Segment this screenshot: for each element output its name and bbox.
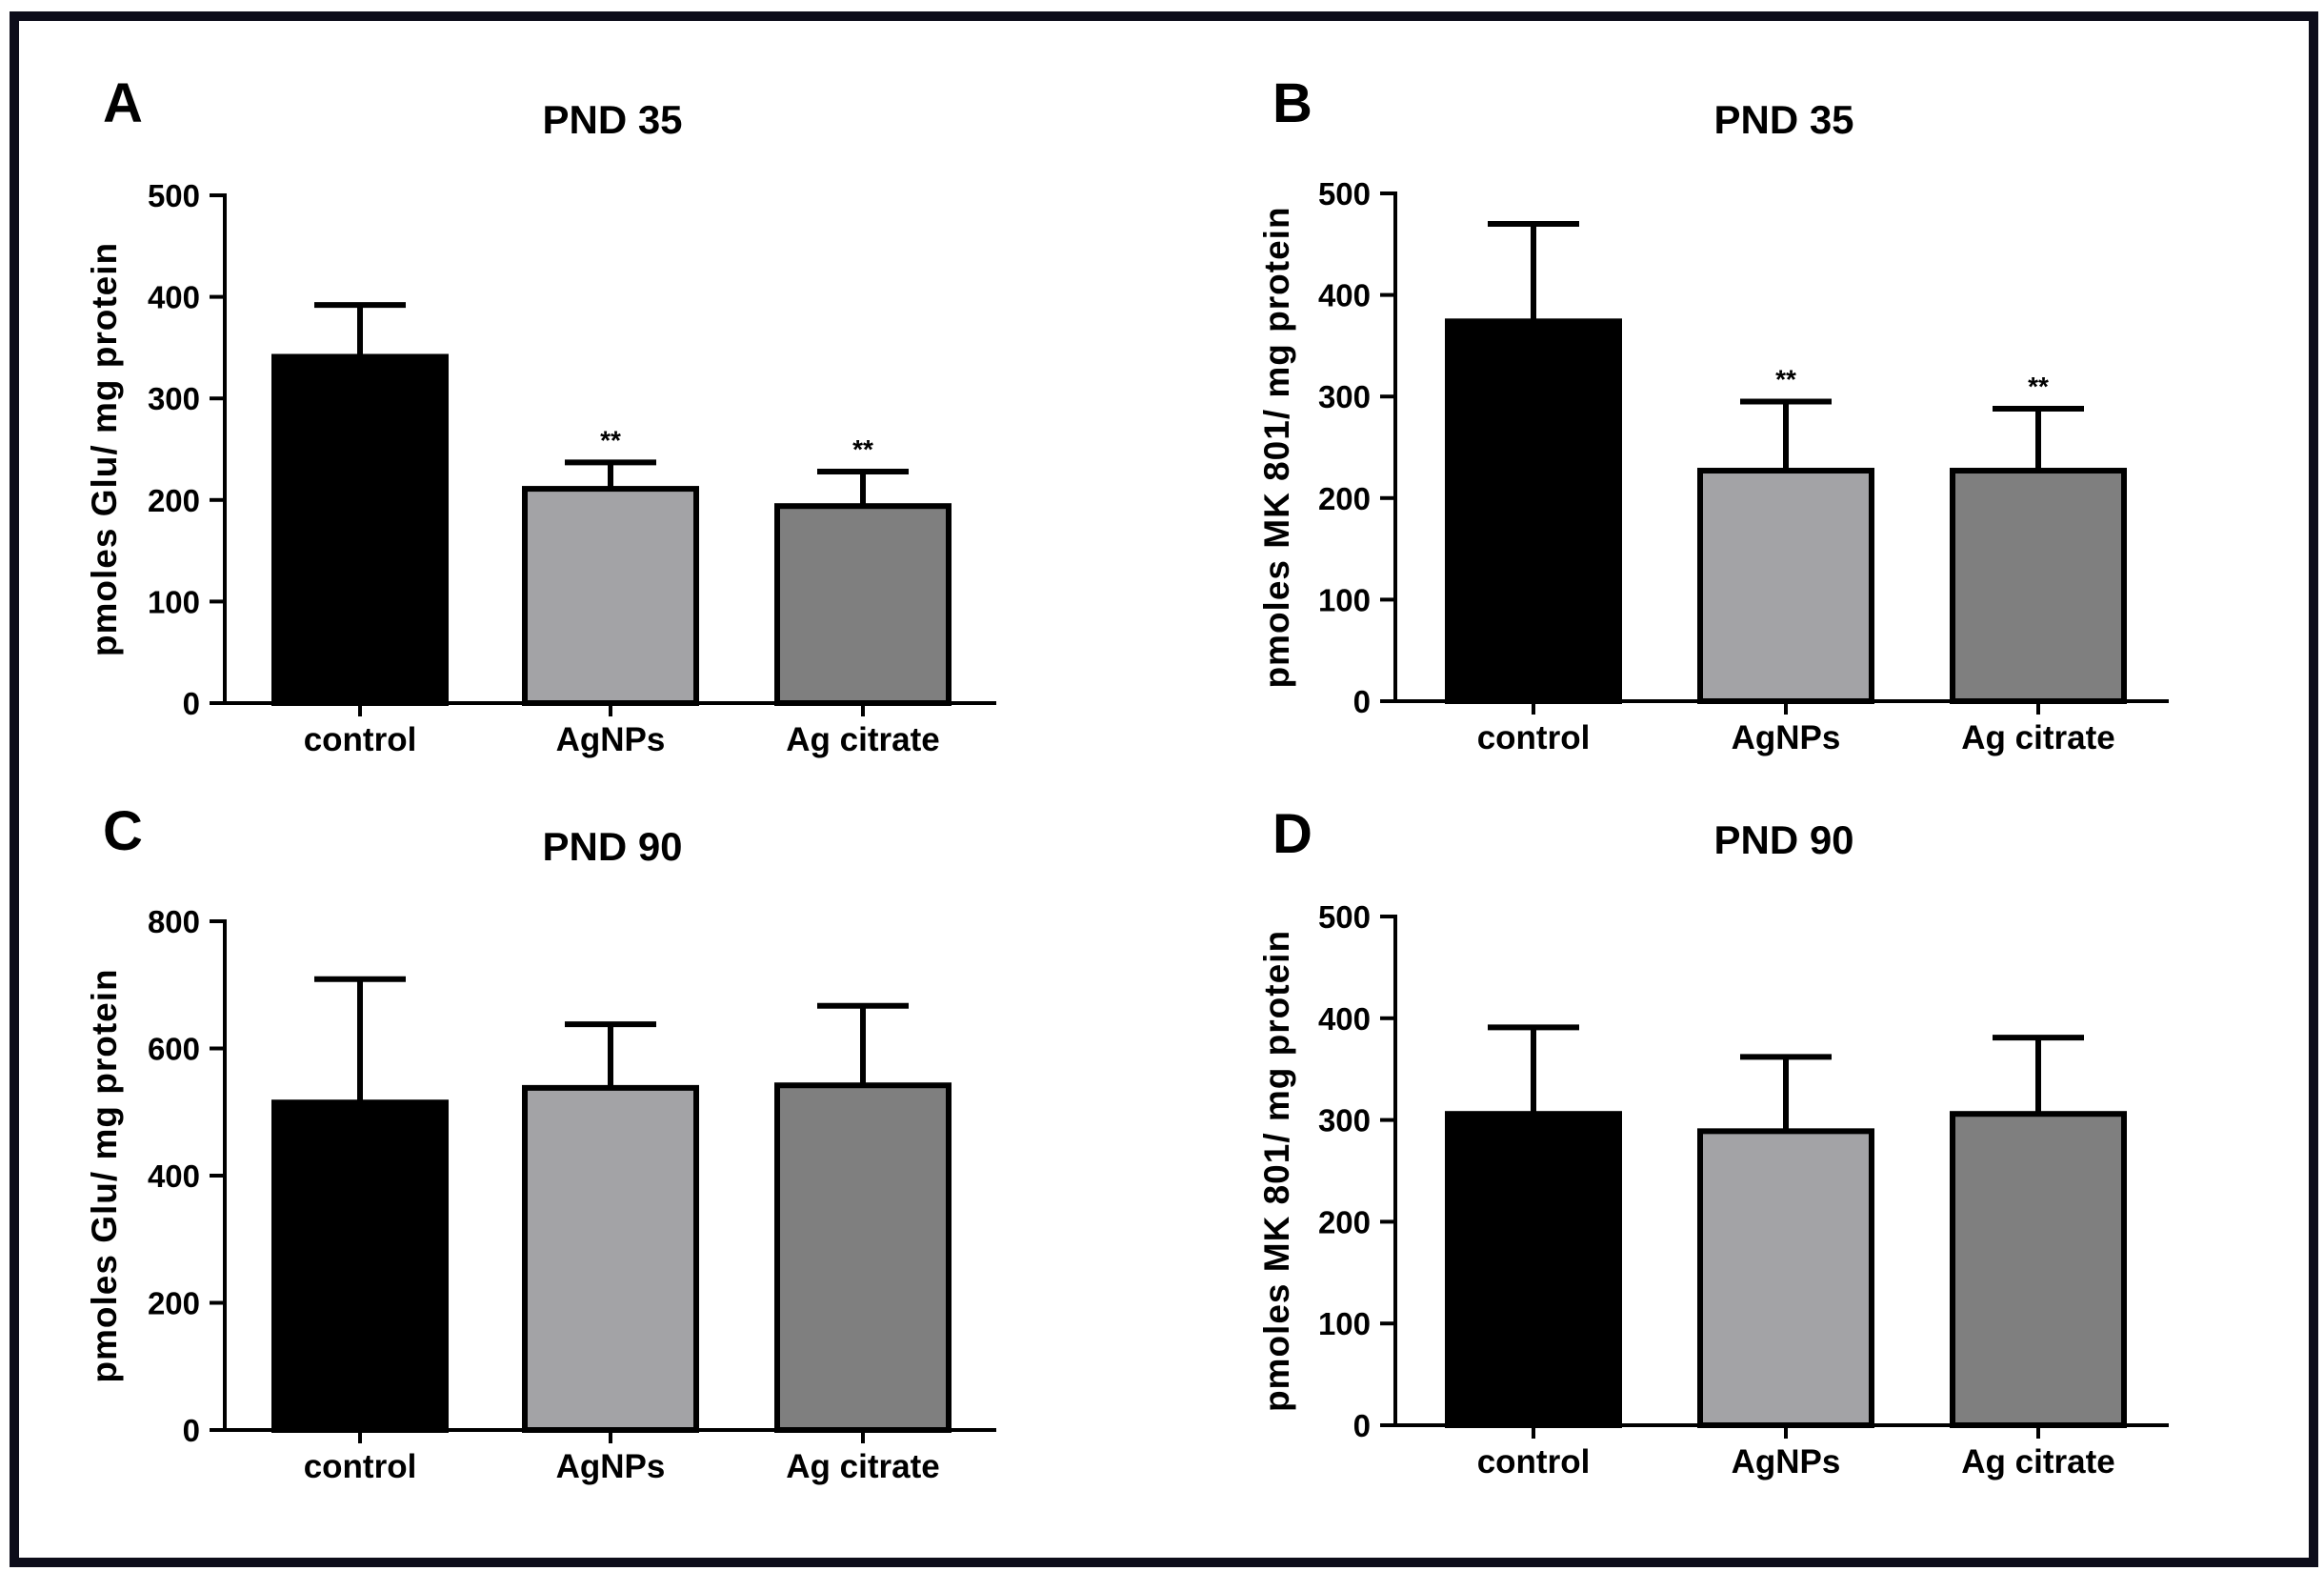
y-axis-label: pmoles MK 801/ mg protein (1257, 206, 1296, 688)
panel-d: D PND 90 pmoles MK 801/ mg protein control A… (1257, 803, 2169, 1480)
y-axis-label: pmoles Glu/ mg protein (85, 242, 124, 656)
x-tick-label: Ag citrate (786, 1448, 939, 1485)
bar-ag-citrate (774, 503, 952, 706)
significance-label: ** (1775, 365, 1796, 394)
panel-c: C PND 90 pmoles Glu/ mg protein control AgNP… (85, 800, 996, 1485)
bar-control (1445, 318, 1622, 704)
bar-agnps (1697, 1128, 1874, 1429)
bar-ag-citrate (774, 1082, 952, 1433)
x-tick-label: control (304, 1448, 417, 1485)
y-axis-label: pmoles MK 801/ mg protein (1257, 930, 1296, 1412)
y-tick-label: 600 (148, 1032, 200, 1067)
x-tick-label: AgNPs (1732, 719, 1841, 756)
x-tick-label: control (1477, 719, 1591, 756)
significance-label: ** (852, 434, 873, 464)
y-tick-label: 0 (1353, 1408, 1371, 1443)
panel-title: PND 90 (1713, 817, 1853, 862)
y-tick-label: 500 (1318, 899, 1371, 935)
x-tick-label: Ag citrate (786, 721, 939, 758)
y-tick-label: 0 (183, 1413, 200, 1448)
y-tick-label: 0 (183, 686, 200, 721)
y-tick-label: 100 (148, 584, 200, 619)
x-tick-label: control (1477, 1443, 1591, 1480)
bar-control (271, 1099, 449, 1434)
panel-letter: D (1272, 803, 1312, 865)
y-tick-label: 400 (148, 1158, 200, 1194)
bar-ag-citrate (1950, 1111, 2127, 1429)
bar-agnps (522, 486, 699, 706)
y-tick-label: 300 (1318, 1103, 1371, 1138)
y-tick-label: 200 (1318, 481, 1371, 516)
y-tick-label: 0 (1353, 684, 1371, 719)
panel-letter: A (103, 72, 143, 134)
bar-control (1445, 1111, 1622, 1429)
y-tick-label: 100 (1318, 1306, 1371, 1341)
bar-control (271, 353, 449, 706)
x-tick-label: AgNPs (556, 721, 666, 758)
panel-b: B PND 35 pmoles MK 801/ mg protein control *… (1257, 72, 2169, 756)
panel-letter: B (1272, 72, 1312, 134)
y-tick-label: 500 (148, 178, 200, 213)
y-tick-label: 500 (1318, 176, 1371, 211)
y-tick-label: 200 (1318, 1204, 1371, 1239)
y-tick-label: 300 (148, 381, 200, 416)
panel-a: A PND 35 pmoles Glu/ mg protein control ** Ag… (85, 72, 996, 758)
figure-canvas: A PND 35 pmoles Glu/ mg protein control ** Ag… (85, 72, 2169, 1485)
y-tick-label: 800 (148, 904, 200, 939)
y-tick-label: 400 (1318, 278, 1371, 313)
y-tick-label: 200 (148, 483, 200, 518)
x-tick-label: Ag citrate (1961, 1443, 2114, 1480)
bar-ag-citrate (1950, 468, 2127, 704)
x-tick-label: AgNPs (1732, 1443, 1841, 1480)
significance-label: ** (2028, 372, 2049, 401)
significance-label: ** (600, 425, 621, 454)
y-tick-label: 400 (148, 280, 200, 315)
y-tick-label: 400 (1318, 1001, 1371, 1037)
bar-agnps (1697, 468, 1874, 704)
y-tick-label: 200 (148, 1286, 200, 1321)
y-axis-label: pmoles Glu/ mg protein (85, 968, 124, 1382)
panel-title: PND 35 (1713, 97, 1853, 142)
panel-title: PND 90 (542, 824, 682, 869)
y-tick-label: 100 (1318, 582, 1371, 617)
figure-frame: A PND 35 pmoles Glu/ mg protein control ** Ag… (10, 11, 2318, 1567)
panel-letter: C (103, 800, 143, 862)
y-tick-label: 300 (1318, 379, 1371, 414)
x-tick-label: Ag citrate (1961, 719, 2114, 756)
x-tick-label: AgNPs (556, 1448, 666, 1485)
panel-title: PND 35 (542, 97, 682, 142)
bar-agnps (522, 1084, 699, 1433)
x-tick-label: control (304, 721, 417, 758)
